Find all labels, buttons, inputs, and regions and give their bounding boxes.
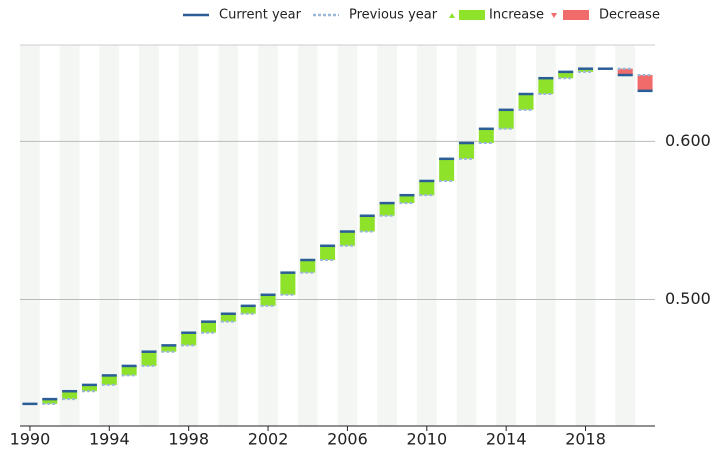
increase-bar [121,365,137,376]
legend-label: Decrease [599,8,660,23]
column-band [297,45,318,426]
x-tick-label: 1998 [168,430,209,449]
increase-bar [399,195,415,204]
column-band [357,45,378,426]
column-band [496,45,517,426]
column-band [238,45,259,426]
column-band [79,45,100,426]
column-band [595,45,616,426]
x-tick-label: 1994 [89,430,130,449]
y-tick-label: 0.600 [665,131,711,150]
legend-label: Increase [489,8,544,23]
increase-bar [419,180,435,196]
increase-bar [42,399,58,404]
legend-arrow [551,13,557,18]
column-band [20,45,40,426]
x-tick-label: 2006 [327,430,368,449]
column-band [456,45,477,426]
increase-bar [220,313,236,322]
increase-bar [260,294,276,306]
increase-bar [578,68,594,72]
column-band [218,45,239,426]
increase-bar [280,272,296,295]
column-band [516,45,536,426]
increase-bar [161,345,177,352]
increase-bar [101,375,117,385]
column-band [377,45,398,426]
legend-arrow [449,13,455,18]
y-tick-label: 0.500 [665,289,711,308]
column-band [615,45,636,426]
increase-bar [62,391,78,400]
increase-bar [81,384,97,392]
x-tick-label: 2018 [565,430,606,449]
decrease-bar [637,75,653,91]
x-tick-label: 2010 [406,430,447,449]
legend-swatch [459,10,485,20]
column-band [575,45,596,426]
column-band [59,45,80,426]
x-tick-label: 2002 [248,430,289,449]
x-tick-label: 1990 [10,430,51,449]
column-band [158,45,179,426]
column-band [178,45,199,426]
x-tick-label: 2014 [486,430,527,449]
column-band [198,45,219,426]
column-band [555,45,576,426]
legend-swatch [563,10,589,20]
increase-bar [379,203,395,216]
increase-bar [359,215,375,232]
increase-bar [339,231,355,246]
column-band [416,45,437,426]
column-band [99,45,120,426]
increase-bar [240,305,256,314]
column-band [119,45,140,426]
column-band [139,45,159,426]
increase-bar [558,71,574,79]
column-band [317,45,338,426]
column-band [535,45,556,426]
increase-bar [300,260,316,273]
legend-label: Previous year [349,8,438,23]
increase-bar [518,94,534,110]
column-band [476,45,497,426]
column-band [635,45,655,426]
increase-bar [538,78,554,95]
increase-bar [201,321,217,333]
column-band [277,45,298,426]
column-band [397,45,417,426]
column-band [436,45,457,426]
increase-bar [439,158,455,181]
increase-bar [320,245,336,261]
increase-bar [458,143,474,159]
column-band [258,45,278,426]
decrease-bar [617,68,633,76]
increase-bar [478,128,494,144]
legend-label: Current year [219,8,302,23]
increase-bar [498,109,514,129]
column-band [39,45,60,426]
increase-bar [181,332,197,346]
increase-bar [141,351,157,366]
